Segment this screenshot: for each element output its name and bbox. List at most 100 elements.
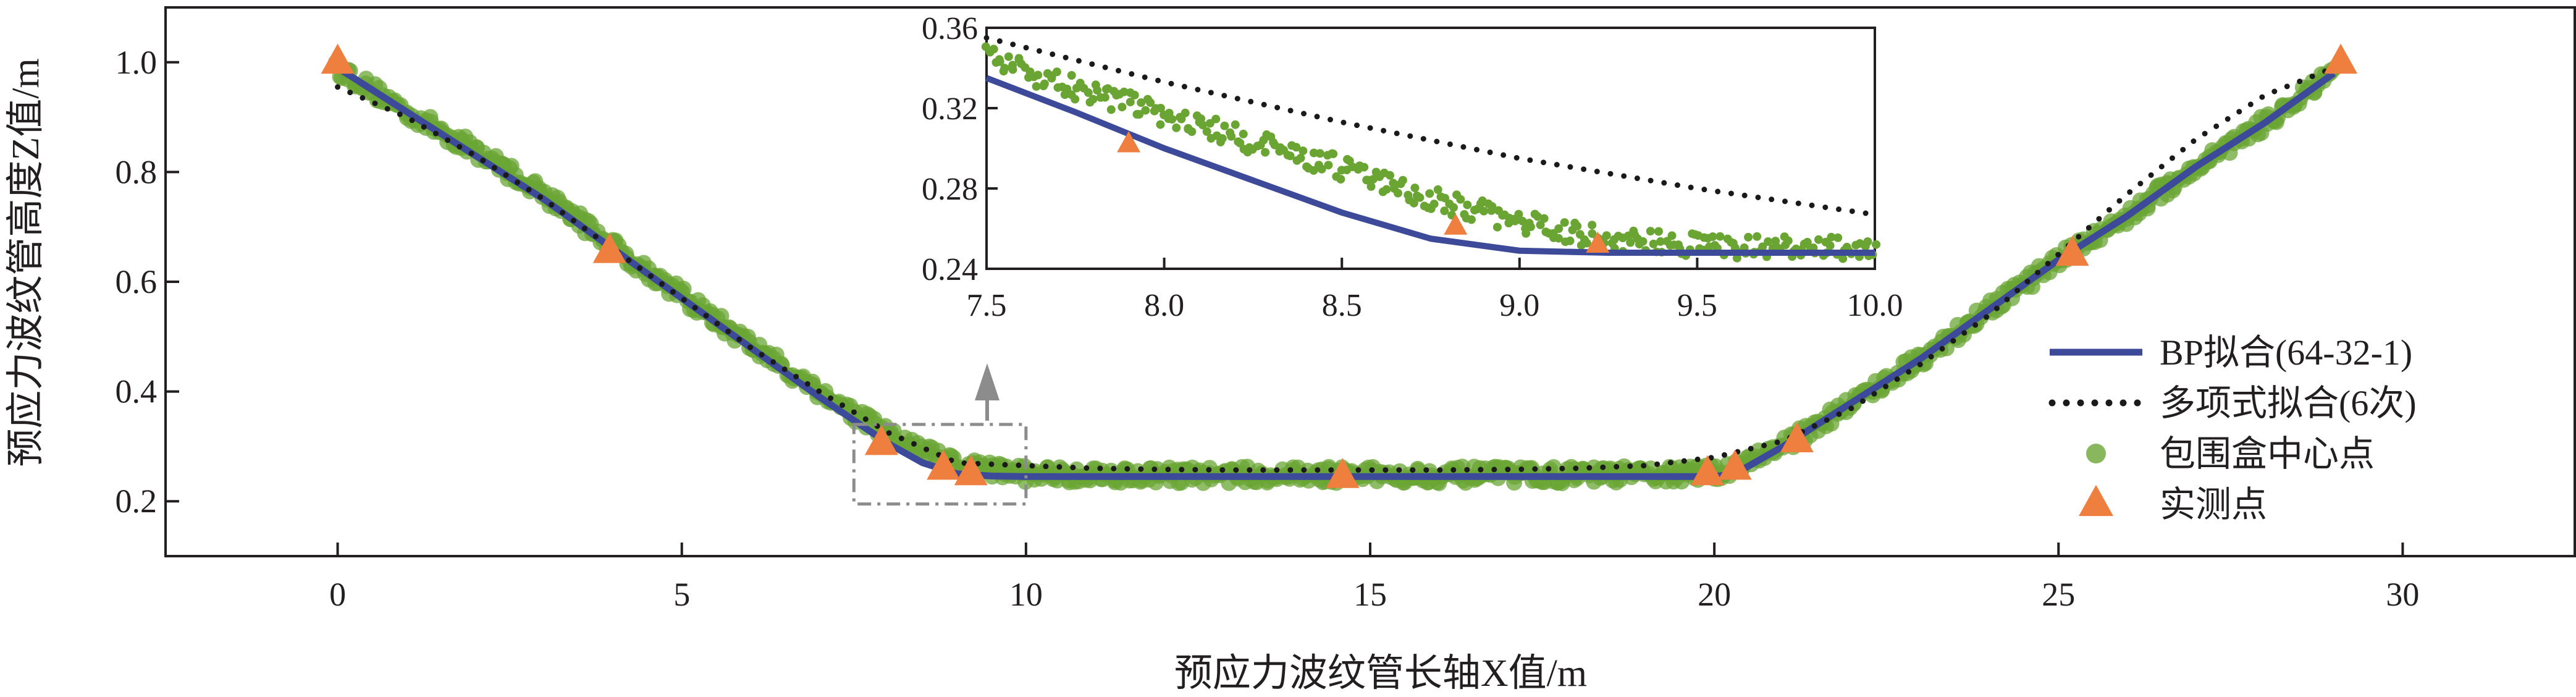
inset-bbox-center-point — [1218, 134, 1227, 143]
inset-bbox-center-point — [1440, 206, 1449, 216]
inset-bbox-center-point — [1429, 200, 1439, 209]
inset-x-tick-label-3: 9.0 — [1499, 288, 1539, 323]
inset-y-tick-label-3: 0.36 — [922, 11, 978, 46]
y-axis-label: 预应力波纹管高度Z值/m — [5, 58, 47, 467]
series-bp-fit-line — [335, 65, 2336, 480]
inset-bbox-center-point — [1336, 175, 1345, 184]
legend-item-0: BP拟合(64-32-1) — [2050, 332, 2412, 373]
inset-bbox-center-point — [1181, 108, 1190, 117]
legend-label-2: 包围盒中心点 — [2160, 434, 2375, 474]
measured-point-4 — [954, 455, 988, 486]
inset-bbox-center-point — [1510, 216, 1520, 226]
inset-x-tick-label-4: 9.5 — [1677, 288, 1717, 323]
inset-bbox-center-point — [1814, 235, 1823, 244]
inset-y-tick-label-1: 0.28 — [922, 172, 978, 207]
inset-bbox-center-point — [1220, 121, 1229, 130]
inset-bbox-center-point — [1360, 163, 1369, 172]
legend-item-1: 多项式拟合(6次) — [2048, 383, 2417, 423]
legend-label-3: 实测点 — [2160, 484, 2267, 525]
inset-bbox-center-point — [1732, 253, 1741, 263]
inset-bbox-center-point — [1518, 216, 1527, 226]
inset-bbox-center-point — [1744, 232, 1753, 242]
inset-bbox-center-point — [1827, 232, 1836, 242]
inset-bbox-center-point — [1126, 98, 1135, 107]
inset-bbox-center-point — [1456, 195, 1465, 204]
inset-bbox-center-point — [1329, 150, 1338, 158]
inset-x-tick-label-2: 8.5 — [1322, 288, 1362, 323]
inset-bbox-center-point — [1168, 115, 1177, 124]
inset-bbox-center-point — [1602, 231, 1611, 240]
x-tick-label-3: 15 — [1353, 576, 1387, 613]
inset-bbox-center-point — [1239, 129, 1248, 138]
legend-label-0: BP拟合(64-32-1) — [2160, 332, 2412, 373]
inset-bbox-center-point — [1309, 166, 1318, 175]
inset-bbox-center-point — [1386, 171, 1394, 180]
x-tick-label-4: 20 — [1698, 576, 1731, 613]
inset-bbox-center-point — [1172, 123, 1181, 132]
inset-bbox-center-point — [1315, 149, 1324, 158]
zoom-arrow-head — [975, 363, 1000, 400]
inset-bbox-center-point — [1667, 231, 1677, 240]
inset-bbox-center-point — [1410, 184, 1420, 193]
inset-bbox-center-point — [1753, 232, 1762, 241]
inset-bbox-center-point — [1536, 220, 1545, 229]
inset-bbox-center-point — [1533, 212, 1543, 221]
inset-bbox-center-point — [1299, 146, 1308, 156]
y-tick-label-2: 0.6 — [116, 263, 158, 300]
legend-point-swatch — [2086, 444, 2106, 463]
inset-bbox-center-point — [1803, 237, 1812, 247]
y-tick-label-1: 0.4 — [116, 373, 158, 410]
inset-plot: 7.5 8.0 8.5 9.0 9.5 10.0 0.24 0.28 0.32 0.36 — [922, 11, 1903, 421]
inset-bbox-center-point — [1560, 218, 1569, 227]
inset-bbox-center-point — [1425, 189, 1434, 198]
measured-point-8 — [1780, 422, 1814, 452]
inset-bbox-center-point — [1141, 106, 1150, 115]
inset-bbox-center-point — [1394, 188, 1402, 198]
inset-x-tick-label-0: 7.5 — [967, 288, 1007, 323]
inset-bbox-center-point — [1463, 200, 1472, 209]
y-tick-label-0: 0.2 — [116, 483, 158, 520]
inset-bbox-center-point — [1398, 175, 1407, 185]
inset-bbox-center-point — [1833, 233, 1843, 242]
legend-triangle-swatch — [2079, 484, 2113, 517]
inset-bbox-center-point — [1539, 214, 1549, 223]
inset-bp-fit-line — [985, 75, 1875, 256]
inset-bbox-center-point — [1573, 221, 1582, 230]
measured-point-1 — [592, 233, 626, 263]
inset-bbox-center-point — [1130, 90, 1139, 99]
inset-bbox-center-point — [1008, 65, 1017, 74]
measured-point-2 — [864, 425, 898, 455]
inset-bbox-center-point — [1156, 104, 1165, 112]
x-tick-label-2: 10 — [1009, 576, 1043, 613]
inset-bbox-center-point — [1292, 143, 1301, 152]
inset-measured-point-0 — [1117, 131, 1141, 153]
inset-bbox-center-point — [1649, 239, 1658, 248]
inset-y-tick-label-0: 0.24 — [922, 252, 978, 287]
inset-bbox-center-point — [1626, 238, 1635, 247]
inset-bbox-center-point — [1522, 229, 1531, 238]
inset-bbox-center-point — [1137, 98, 1146, 108]
measured-point-5 — [1326, 458, 1360, 488]
inset-bbox-center-point — [1656, 237, 1665, 246]
inset-bbox-center-point — [1324, 161, 1333, 170]
inset-x-tick-label-5: 10.0 — [1847, 288, 1903, 323]
inset-measured-point-2 — [1586, 231, 1610, 253]
inset-bbox-center-point — [1033, 70, 1043, 80]
inset-bbox-center-point — [1514, 209, 1523, 219]
inset-bbox-center-point — [1106, 105, 1116, 114]
inset-bbox-center-point — [1449, 203, 1458, 212]
inset-bbox-center-point — [1467, 215, 1476, 224]
inset-bbox-center-point — [1093, 86, 1102, 95]
inset-bbox-center-point — [1863, 237, 1872, 246]
inset-bbox-center-point — [1004, 52, 1013, 61]
inset-bbox-center-point — [1433, 185, 1442, 194]
inset-x-tick-label-1: 8.0 — [1144, 288, 1184, 323]
inset-bbox-center-point — [1838, 254, 1848, 263]
inset-bbox-center-point — [1100, 93, 1109, 102]
inset-bbox-center-point — [1052, 67, 1061, 77]
inset-bbox-center-point — [1582, 239, 1591, 248]
measured-point-9 — [2055, 235, 2089, 266]
x-tick-label-1: 5 — [673, 576, 690, 613]
inset-bbox-center-point — [1231, 120, 1240, 129]
